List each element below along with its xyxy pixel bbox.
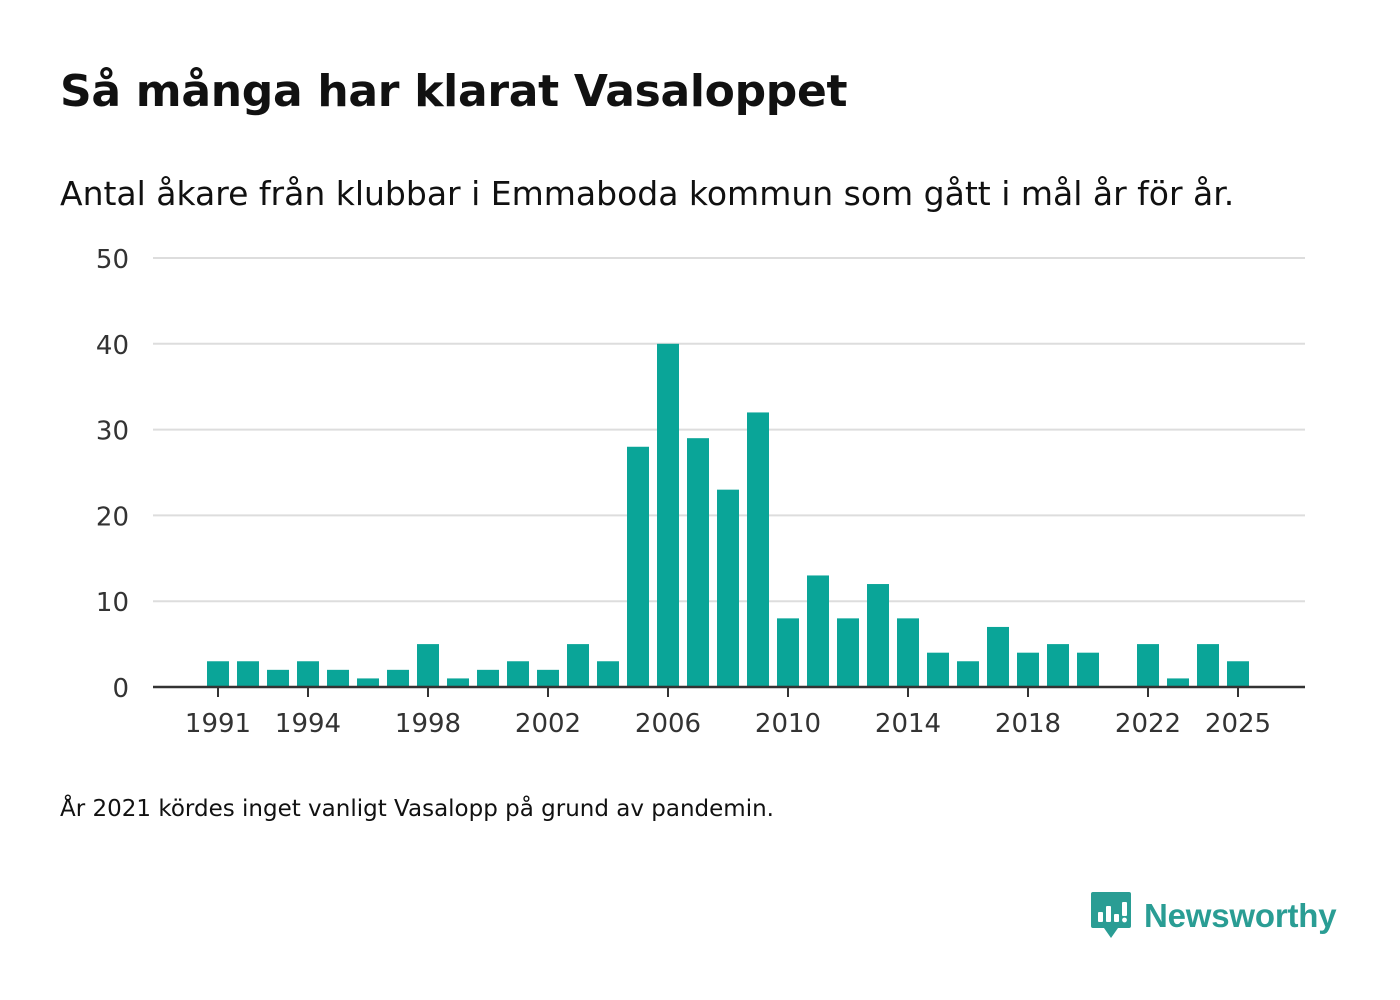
x-tick-label: 2018 xyxy=(995,709,1061,739)
bar-1995 xyxy=(327,669,349,687)
y-tick-label: 50 xyxy=(96,245,129,275)
bar-2007 xyxy=(687,438,709,687)
bar-2009 xyxy=(747,412,769,687)
bar-1997 xyxy=(387,669,409,687)
bar-1996 xyxy=(357,678,379,687)
x-axis xyxy=(153,685,1305,697)
x-tick-label: 2014 xyxy=(875,709,941,739)
bar-2003 xyxy=(567,644,589,687)
brand-name: Newsworthy xyxy=(1144,897,1337,934)
bar-2012 xyxy=(837,618,859,687)
bar-2016 xyxy=(957,661,979,687)
x-tick-label: 2006 xyxy=(635,709,701,739)
brand-logo: Newsworthy xyxy=(1090,890,1337,942)
bar-1993 xyxy=(267,669,289,687)
bars xyxy=(207,343,1249,687)
bar-chart: 0 10 20 30 40 50 1991 1994 1998 2002 2006 2010 2014… xyxy=(96,245,1305,739)
bar-1994 xyxy=(297,661,319,687)
bar-2011 xyxy=(807,575,829,687)
bar-2008 xyxy=(717,489,739,687)
bar-2023 xyxy=(1167,678,1189,687)
y-tick-label: 0 xyxy=(112,674,129,704)
bar-2006 xyxy=(657,343,679,687)
bar-2014 xyxy=(897,618,919,687)
chart-subtitle: Antal åkare från klubbar i Emmaboda komm… xyxy=(60,174,1235,213)
bar-2001 xyxy=(507,661,529,687)
y-axis-labels: 0 10 20 30 40 50 xyxy=(96,245,129,704)
x-axis-labels: 1991 1994 1998 2002 2006 2010 2014 2018 2022 2025 xyxy=(185,709,1271,739)
newsworthy-logo-icon xyxy=(1091,892,1131,938)
bar-1992 xyxy=(237,661,259,687)
bar-2024 xyxy=(1197,644,1219,687)
chart-title: Så många har klarat Vasaloppet xyxy=(60,66,848,117)
bar-2000 xyxy=(477,669,499,687)
y-tick-label: 40 xyxy=(96,331,129,361)
y-tick-label: 10 xyxy=(96,588,129,618)
bar-2004 xyxy=(597,661,619,687)
x-tick-label: 1998 xyxy=(395,709,461,739)
x-tick-label: 2010 xyxy=(755,709,821,739)
bar-2020 xyxy=(1077,652,1099,687)
x-tick-label: 1991 xyxy=(185,709,251,739)
y-tick-label: 30 xyxy=(96,417,129,447)
bar-2010 xyxy=(777,618,799,687)
bar-2017 xyxy=(987,626,1009,687)
x-tick-label: 2025 xyxy=(1205,709,1271,739)
bar-1991 xyxy=(207,661,229,687)
bar-2018 xyxy=(1017,652,1039,687)
footnote: År 2021 kördes inget vanligt Vasalopp på… xyxy=(60,796,774,822)
bar-1999 xyxy=(447,678,469,687)
x-tick-label: 2022 xyxy=(1115,709,1181,739)
bar-2025 xyxy=(1227,661,1249,687)
bar-1998 xyxy=(417,644,439,687)
x-tick-label: 2002 xyxy=(515,709,581,739)
bar-2015 xyxy=(927,652,949,687)
bar-2013 xyxy=(867,584,889,687)
y-tick-label: 20 xyxy=(96,502,129,532)
bar-2005 xyxy=(627,446,649,687)
bar-2002 xyxy=(537,669,559,687)
x-tick-label: 1994 xyxy=(275,709,341,739)
bar-2019 xyxy=(1047,644,1069,687)
bar-2022 xyxy=(1137,644,1159,687)
